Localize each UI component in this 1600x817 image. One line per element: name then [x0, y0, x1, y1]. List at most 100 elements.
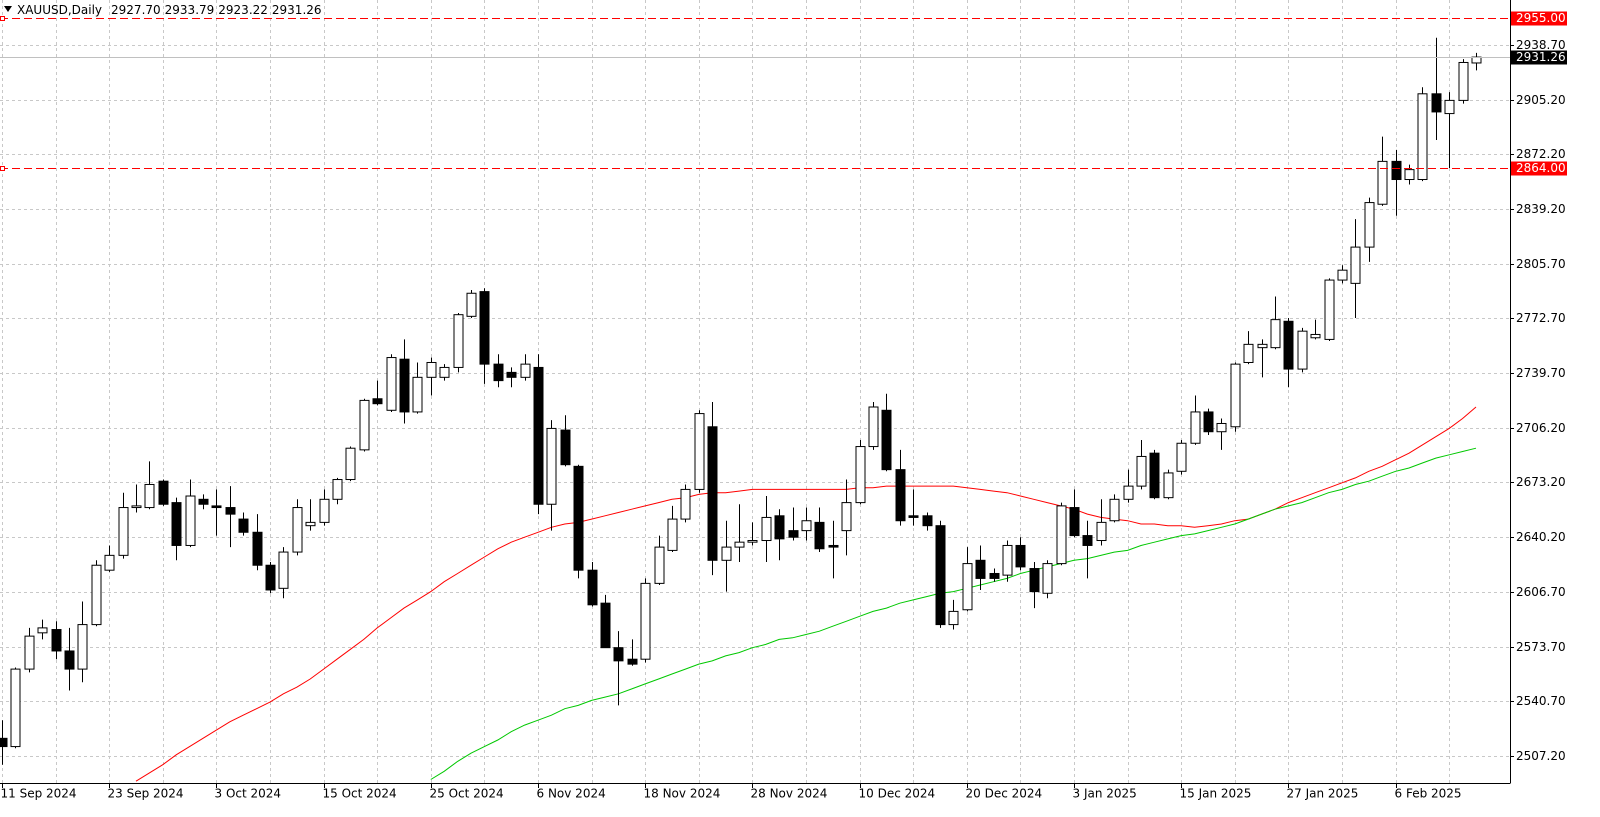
candle-body: [707, 426, 718, 561]
candle-body: [1230, 363, 1241, 428]
menu-triangle[interactable]: [4, 6, 12, 12]
candle-body: [1417, 93, 1428, 181]
candle-body: [278, 551, 289, 589]
candle-body: [292, 507, 303, 553]
candle-body: [319, 498, 330, 523]
candle-body: [667, 518, 678, 551]
candle-body: [493, 363, 504, 382]
candle-body: [948, 610, 959, 626]
candle-body: [774, 515, 785, 540]
candle-body: [51, 629, 62, 652]
candle-body: [520, 363, 531, 378]
x-tick-label: 18 Nov 2024: [644, 787, 721, 801]
candle-body: [1257, 343, 1268, 349]
candle-body: [989, 572, 1000, 579]
candle-body: [1136, 455, 1147, 487]
candle-body: [439, 366, 450, 378]
candle-body: [225, 507, 236, 515]
x-tick-label: 6 Nov 2024: [537, 787, 606, 801]
level-label: 2955.00: [1516, 11, 1566, 25]
candle-body: [77, 624, 88, 670]
candle-body: [1096, 521, 1107, 542]
x-tick-label: 15 Jan 2025: [1180, 787, 1252, 801]
x-tick-label: 3 Oct 2024: [215, 787, 282, 801]
candle-body: [600, 602, 611, 649]
candle-body: [868, 406, 879, 448]
price-label: 2931.26: [1516, 50, 1566, 64]
x-tick-label: 23 Sep 2024: [108, 787, 184, 801]
candle-body: [399, 358, 410, 413]
y-tick-label: 2772.70: [1516, 311, 1566, 325]
candle-body: [466, 292, 477, 317]
x-tick-label: 25 Oct 2024: [430, 787, 504, 801]
candle-body: [1297, 330, 1308, 370]
candle-body: [332, 479, 343, 500]
candle-body: [654, 546, 665, 584]
y-tick-label: 2872.20: [1516, 147, 1566, 161]
candle-body: [1203, 411, 1214, 433]
level-label-box: [1511, 161, 1567, 176]
y-tick-label: 2673.20: [1516, 475, 1566, 489]
y-tick-label: 2507.20: [1516, 749, 1566, 763]
candle-body: [533, 366, 544, 505]
candle-body: [24, 635, 35, 670]
candle-body: [238, 518, 249, 533]
candle-body: [962, 563, 973, 611]
candle-body: [1283, 320, 1294, 370]
y-tick-label: 2640.20: [1516, 530, 1566, 544]
candle-body: [1042, 563, 1053, 594]
candle-body: [1029, 568, 1040, 593]
candle-body: [975, 559, 986, 579]
header-open: 2927.70: [111, 3, 161, 17]
candle-body: [613, 647, 624, 662]
candle-body: [1109, 498, 1120, 522]
candle-body: [10, 668, 21, 748]
candle-body: [426, 361, 437, 378]
header-low: 2923.22: [218, 3, 268, 17]
candle-body: [640, 582, 651, 660]
candle-body: [1123, 485, 1134, 500]
candle-body: [1149, 452, 1160, 499]
candle-body: [1431, 93, 1442, 113]
candle-body: [37, 627, 48, 634]
y-tick-label: 2573.70: [1516, 640, 1566, 654]
y-tick-label: 2805.70: [1516, 257, 1566, 271]
y-tick-label: 2938.70: [1516, 38, 1566, 52]
candle-body: [1364, 202, 1375, 248]
candle-body: [747, 540, 758, 543]
candle-body: [1082, 535, 1093, 546]
candle-body: [1163, 472, 1174, 499]
candle-body: [1444, 99, 1455, 115]
candle-body: [935, 525, 946, 626]
x-tick-label: 10 Dec 2024: [859, 787, 936, 801]
header-high: 2933.79: [165, 3, 215, 17]
candle-body: [1310, 333, 1321, 339]
candle-body: [788, 530, 799, 538]
candle-body: [171, 502, 182, 546]
candle-body: [1216, 422, 1227, 433]
x-tick-label: 11 Sep 2024: [1, 787, 77, 801]
candle-body: [0, 737, 8, 748]
candle-body: [1377, 160, 1388, 205]
candle-body: [1391, 160, 1402, 181]
candle-body: [305, 521, 316, 527]
y-tick-label: 2905.20: [1516, 93, 1566, 107]
level-anchor: [0, 166, 5, 171]
candle-body: [546, 427, 557, 505]
level-label: 2864.00: [1516, 161, 1566, 175]
candle-body: [144, 483, 155, 509]
y-tick-label: 2706.20: [1516, 421, 1566, 435]
candle-body: [1270, 319, 1281, 349]
candle-body: [895, 469, 906, 522]
candle-body: [881, 409, 892, 471]
candle-body: [573, 465, 584, 571]
candle-body: [131, 505, 142, 509]
y-tick-label: 2540.70: [1516, 694, 1566, 708]
candle-body: [1350, 246, 1361, 284]
level-label-box: [1511, 11, 1567, 26]
candle-body: [922, 515, 933, 527]
x-tick-label: 3 Jan 2025: [1073, 787, 1137, 801]
candle-body: [412, 376, 423, 413]
